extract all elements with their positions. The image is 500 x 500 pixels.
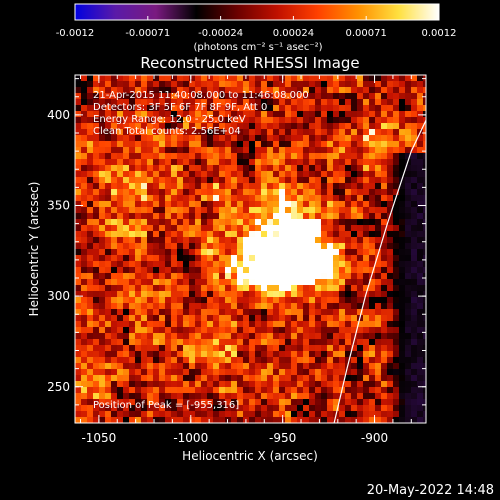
colorbar-bar [74,3,440,21]
x-tick-label: -1000 [173,431,208,445]
heatmap-image [75,75,426,423]
info-line-time: 21-Apr-2015 11:40:08.000 to 11:46:08.000 [93,90,309,101]
colorbar-tick-label: 0.00071 [346,28,387,39]
colorbar: -0.0012 -0.00071 -0.00024 0.00024 0.00071 0.0… [56,3,457,53]
x-tick-label: -1050 [81,431,116,445]
colorbar-tick-label: -0.00071 [125,28,170,39]
y-axis-title: Heliocentric Y (arcsec) [27,182,41,317]
plot-title: Reconstructed RHESSI Image [140,54,359,72]
info-line-detectors: Detectors: 3F 5F 6F 7F 8F 9F, Att 0 [93,102,267,113]
y-tick-label: 400 [47,108,70,122]
colorbar-tick-label: 0.00024 [273,28,314,39]
x-axis-title: Heliocentric X (arcsec) [182,449,318,463]
y-axis-ticks: 250 300 350 400 [47,78,426,406]
x-tick-label: -900 [361,431,388,445]
info-block: 21-Apr-2015 11:40:08.000 to 11:46:08.000… [93,90,309,411]
colorbar-tick-label: -0.0012 [56,28,95,39]
peak-position-label: Position of Peak = [-955,316] [93,400,239,411]
colorbar-ticks: -0.0012 -0.00071 -0.00024 0.00024 0.00071 0.0… [56,16,457,39]
info-line-counts: Clean Total counts: 2.56E+04 [93,126,241,137]
x-axis-ticks: -1050 -1000 -950 -900 [80,75,412,445]
colorbar-tick-label: -0.00024 [198,28,243,39]
colorbar-tick-label: 0.0012 [422,28,457,39]
plot-area: -1050 -1000 -950 -900 250 300 350 400 [47,74,427,445]
footer-timestamp: 20-May-2022 14:48 [367,483,494,498]
info-line-energy: Energy Range: 12.0 - 25.0 keV [93,114,246,125]
plot-frame [74,74,427,424]
solar-limb-curve [333,120,426,423]
colorbar-units-label: (photons cm⁻² s⁻¹ asec⁻²) [193,42,322,53]
y-tick-label: 300 [47,289,70,303]
y-tick-label: 350 [47,199,70,213]
y-tick-label: 250 [47,380,70,394]
x-tick-label: -950 [269,431,296,445]
